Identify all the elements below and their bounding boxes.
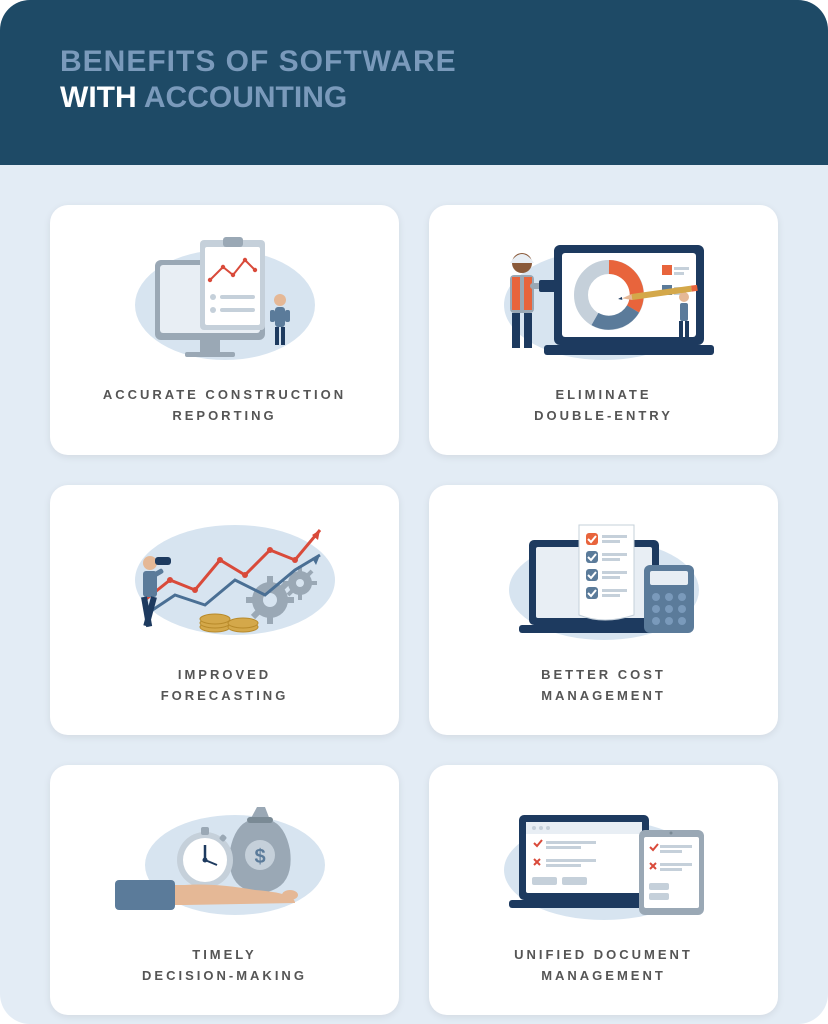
illustration-laptop-calculator (449, 505, 758, 655)
card-label: ELIMINATE DOUBLE-ENTRY (534, 385, 673, 427)
card-label: TIMELY DECISION-MAKING (142, 945, 307, 987)
card-label: UNIFIED DOCUMENT MANAGEMENT (514, 945, 693, 987)
svg-text:$: $ (254, 846, 265, 868)
header: BENEFITS OF SOFTWARE WITH ACCOUNTING (0, 0, 828, 165)
header-title-line2: WITH ACCOUNTING (60, 81, 768, 115)
card-label: BETTER COST MANAGEMENT (541, 665, 666, 707)
card-eliminate-double: ELIMINATE DOUBLE-ENTRY (429, 205, 778, 455)
card-grid: ACCURATE CONSTRUCTION REPORTING (0, 165, 828, 1024)
card-improved-forecasting: IMPROVED FORECASTING (50, 485, 399, 735)
card-accurate-reporting: ACCURATE CONSTRUCTION REPORTING (50, 205, 399, 455)
header-title-line1: BENEFITS OF SOFTWARE (60, 45, 768, 79)
card-label: ACCURATE CONSTRUCTION REPORTING (103, 385, 346, 427)
card-unified-document: UNIFIED DOCUMENT MANAGEMENT (429, 765, 778, 1015)
illustration-forecast-chart (70, 505, 379, 655)
card-label: IMPROVED FORECASTING (161, 665, 289, 707)
illustration-hand-money-clock: $ (70, 785, 379, 935)
infographic-container: BENEFITS OF SOFTWARE WITH ACCOUNTING (0, 0, 828, 1024)
illustration-worker-pie (449, 225, 758, 375)
illustration-monitor-report (70, 225, 379, 375)
card-better-cost: BETTER COST MANAGEMENT (429, 485, 778, 735)
card-timely-decision: $ TIMELY DECISION-MAKING (50, 765, 399, 1015)
illustration-devices-docs (449, 785, 758, 935)
